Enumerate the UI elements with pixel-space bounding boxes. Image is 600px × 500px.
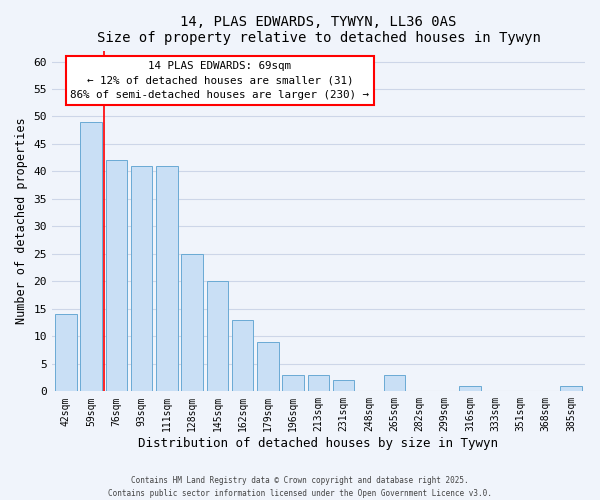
Bar xyxy=(383,375,405,392)
Bar xyxy=(55,314,77,392)
Bar xyxy=(156,166,178,392)
Bar xyxy=(333,380,355,392)
Text: Contains HM Land Registry data © Crown copyright and database right 2025.
Contai: Contains HM Land Registry data © Crown c… xyxy=(108,476,492,498)
Bar xyxy=(181,254,203,392)
Bar xyxy=(460,386,481,392)
Y-axis label: Number of detached properties: Number of detached properties xyxy=(15,118,28,324)
Bar xyxy=(206,282,228,392)
Bar xyxy=(257,342,278,392)
Bar xyxy=(80,122,102,392)
Bar xyxy=(308,375,329,392)
Bar xyxy=(560,386,582,392)
Bar xyxy=(232,320,253,392)
X-axis label: Distribution of detached houses by size in Tywyn: Distribution of detached houses by size … xyxy=(139,437,499,450)
Text: 14 PLAS EDWARDS: 69sqm
← 12% of detached houses are smaller (31)
86% of semi-det: 14 PLAS EDWARDS: 69sqm ← 12% of detached… xyxy=(70,61,370,100)
Bar xyxy=(131,166,152,392)
Bar xyxy=(106,160,127,392)
Title: 14, PLAS EDWARDS, TYWYN, LL36 0AS
Size of property relative to detached houses i: 14, PLAS EDWARDS, TYWYN, LL36 0AS Size o… xyxy=(97,15,541,45)
Bar xyxy=(283,375,304,392)
